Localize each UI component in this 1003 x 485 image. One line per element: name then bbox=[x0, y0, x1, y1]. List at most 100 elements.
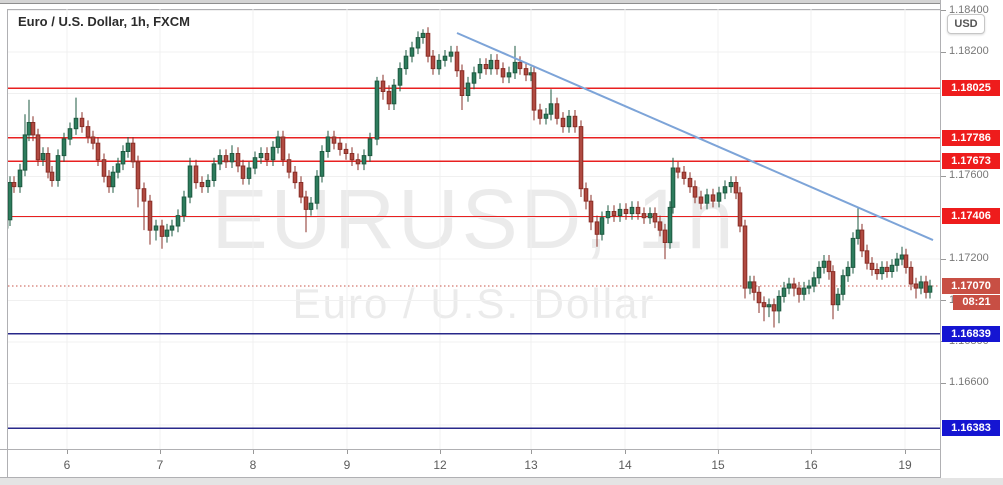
candle bbox=[199, 176, 205, 193]
time-tick-label: 15 bbox=[711, 458, 725, 472]
price-tick-label: 1.18400 bbox=[949, 4, 989, 16]
time-tick-dash bbox=[905, 450, 906, 454]
candle bbox=[386, 85, 392, 110]
candle bbox=[409, 41, 415, 63]
candle bbox=[477, 58, 483, 79]
candle bbox=[22, 114, 28, 177]
candle bbox=[641, 207, 647, 224]
resistance-price-label[interactable]: 1.17786 bbox=[942, 130, 1000, 146]
candle bbox=[211, 157, 217, 187]
price-tick-label: 1.17200 bbox=[949, 252, 989, 264]
price-chart-canvas[interactable] bbox=[8, 9, 940, 449]
candle bbox=[120, 145, 126, 171]
candle bbox=[710, 188, 716, 208]
candle bbox=[280, 130, 286, 166]
support-price-label[interactable]: 1.16839 bbox=[942, 326, 1000, 342]
candle bbox=[751, 275, 757, 301]
resistance-price-label[interactable]: 1.17673 bbox=[942, 153, 1000, 169]
candle bbox=[49, 166, 55, 187]
candle bbox=[796, 281, 802, 303]
candle bbox=[899, 246, 905, 266]
candle bbox=[79, 112, 85, 133]
candle bbox=[786, 277, 792, 295]
candle bbox=[889, 259, 895, 278]
candle bbox=[115, 157, 121, 179]
candle bbox=[343, 143, 349, 160]
candle bbox=[548, 89, 554, 121]
time-tick-dash bbox=[253, 450, 254, 454]
time-tick-dash bbox=[625, 450, 626, 454]
time-tick-dash bbox=[160, 450, 161, 454]
candle bbox=[756, 286, 762, 313]
candle bbox=[275, 130, 281, 154]
resistance-price-label[interactable]: 1.18025 bbox=[942, 80, 1000, 96]
candle bbox=[806, 279, 812, 295]
candle bbox=[169, 219, 175, 237]
price-tick-label: 1.18200 bbox=[949, 45, 989, 57]
candle bbox=[855, 207, 861, 245]
candle bbox=[675, 161, 681, 179]
candle bbox=[791, 277, 797, 297]
candle bbox=[766, 298, 772, 318]
candle bbox=[670, 157, 676, 214]
candle bbox=[918, 275, 924, 295]
candle bbox=[611, 205, 617, 222]
candle bbox=[588, 194, 594, 231]
candle bbox=[135, 155, 141, 208]
current-price-label[interactable]: 1.17070 bbox=[942, 278, 1000, 294]
candle bbox=[264, 147, 270, 166]
candle bbox=[252, 151, 258, 175]
candle bbox=[380, 74, 386, 100]
candle bbox=[894, 252, 900, 272]
time-axis[interactable]: 6 7 8 9 12 13 14 15 16 19 bbox=[0, 449, 1003, 478]
currency-toggle-button[interactable]: USD bbox=[947, 14, 985, 34]
candle bbox=[488, 54, 494, 75]
candle bbox=[286, 153, 292, 179]
candle bbox=[45, 147, 51, 179]
trendline[interactable] bbox=[456, 32, 934, 242]
candle bbox=[26, 99, 32, 142]
candle bbox=[537, 103, 543, 125]
candle bbox=[864, 244, 870, 270]
resistance-price-label[interactable]: 1.17406 bbox=[942, 208, 1000, 224]
candle bbox=[303, 190, 309, 233]
candle bbox=[923, 275, 929, 299]
candle bbox=[217, 149, 223, 171]
candle bbox=[566, 110, 572, 133]
candle bbox=[193, 159, 199, 189]
candle bbox=[874, 263, 880, 280]
candle bbox=[869, 257, 875, 276]
time-tick-label: 16 bbox=[804, 458, 818, 472]
time-tick-label: 9 bbox=[343, 458, 351, 472]
candle bbox=[361, 149, 367, 171]
price-axis[interactable]: USD 1.184001.182001.176001.172001.170001… bbox=[940, 0, 1003, 449]
time-tick-label: 8 bbox=[249, 458, 257, 472]
candle bbox=[781, 281, 787, 303]
candle bbox=[425, 27, 431, 63]
candle bbox=[448, 45, 454, 63]
candle bbox=[223, 149, 229, 168]
candle bbox=[884, 261, 890, 278]
time-tick-dash bbox=[718, 450, 719, 454]
candle bbox=[465, 76, 471, 102]
candle bbox=[572, 110, 578, 133]
candle bbox=[67, 122, 73, 146]
candle bbox=[147, 194, 153, 245]
candle bbox=[110, 166, 116, 193]
candle bbox=[629, 201, 635, 220]
candle bbox=[747, 275, 753, 295]
candle bbox=[737, 186, 743, 233]
time-tick-label: 19 bbox=[898, 458, 912, 472]
candle bbox=[55, 149, 61, 187]
candle bbox=[130, 137, 136, 168]
support-price-label[interactable]: 1.16383 bbox=[942, 420, 1000, 436]
candle bbox=[337, 137, 343, 156]
candle bbox=[830, 265, 836, 320]
candle bbox=[531, 66, 537, 121]
candle bbox=[349, 147, 355, 166]
candle bbox=[298, 176, 304, 204]
candle bbox=[657, 215, 663, 237]
candle bbox=[235, 147, 241, 173]
candle bbox=[554, 97, 560, 125]
